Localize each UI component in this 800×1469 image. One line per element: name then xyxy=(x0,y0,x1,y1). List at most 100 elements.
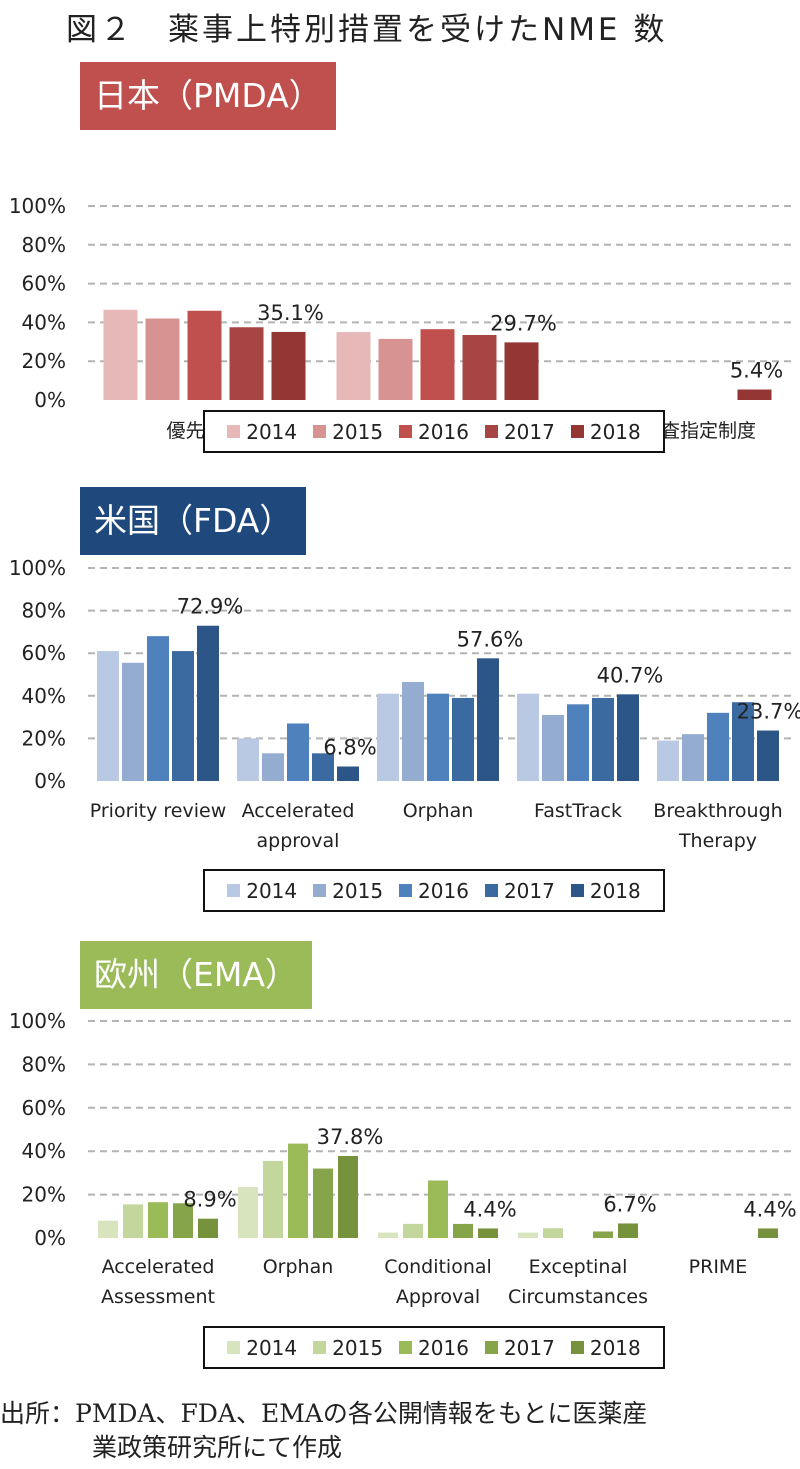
source-note: 出所：PMDA、FDA、EMAの各公開情報をもとに医薬産 業政策研究所にて作成 xyxy=(0,1397,800,1465)
y-tick-label: 80% xyxy=(22,1052,66,1076)
bar xyxy=(427,693,449,781)
data-label: 40.7% xyxy=(597,663,664,687)
panel-japan: 日本（PMDA） 0%20%40%60%80%100%35.1%優先審査29.7… xyxy=(0,62,800,462)
data-label: 6.7% xyxy=(603,1192,656,1216)
bar xyxy=(198,1218,218,1238)
y-tick-label: 60% xyxy=(22,272,66,296)
legend-item: 2014 xyxy=(227,420,297,444)
data-label: 29.7% xyxy=(490,311,557,335)
legend-label: 2018 xyxy=(589,419,641,444)
bar xyxy=(593,1231,613,1238)
legend-item: 2015 xyxy=(313,420,383,444)
legend-item: 2015 xyxy=(313,879,383,903)
legend-swatch xyxy=(399,425,413,438)
bar xyxy=(504,342,539,400)
panel-title-eu: 欧州（EMA） xyxy=(80,941,312,1009)
bar xyxy=(402,681,424,781)
legend-swatch xyxy=(227,884,241,897)
data-label: 8.9% xyxy=(183,1188,236,1212)
legend-item: 2017 xyxy=(484,878,555,903)
bar xyxy=(453,1223,473,1238)
bar xyxy=(263,1160,283,1238)
bar xyxy=(173,1203,193,1238)
chart-eu: 0% 20% 40% 60% 80% 100% 8.9% Accelerated Assessm… xyxy=(9,1009,797,1308)
x-category-label: Exceptinal xyxy=(529,1256,628,1278)
bar xyxy=(197,625,219,781)
y-tick-label: 40% xyxy=(22,684,66,708)
bar xyxy=(462,335,497,400)
legend-label: 2014 xyxy=(246,878,298,903)
legend-item: 2018 xyxy=(570,1335,641,1360)
bar xyxy=(732,702,754,781)
y-tick-label: 100% xyxy=(9,194,66,218)
bar xyxy=(122,662,144,781)
bar xyxy=(229,327,264,400)
legend-label: 2016 xyxy=(418,419,469,444)
legend-item: 2016 xyxy=(399,879,469,903)
y-tick-label: 20% xyxy=(22,349,66,373)
bar xyxy=(592,697,614,781)
x-category-label: Accelerated xyxy=(242,800,355,822)
y-tick-label: 100% xyxy=(9,556,66,580)
y-tick-label: 0% xyxy=(34,769,66,793)
legend-label: 2018 xyxy=(589,1335,641,1360)
y-tick-label: 20% xyxy=(22,726,66,750)
source-line-2: 業政策研究所にて作成 xyxy=(92,1433,343,1462)
legend-label: 2015 xyxy=(332,1335,384,1360)
bar xyxy=(378,338,413,400)
bar xyxy=(338,1155,358,1238)
source-line-1: 出所：PMDA、FDA、EMAの各公開情報をもとに医薬産 xyxy=(0,1399,648,1428)
legend-us: 2014 2015 2016 2017 2018 xyxy=(203,869,665,912)
y-tick-label: 100% xyxy=(9,1009,66,1033)
bar xyxy=(682,734,704,781)
legend-item: 2017 xyxy=(484,420,555,444)
chart-us: 0% 20% 40% 60% 80% 100% 72.9% Priority review 6.… xyxy=(9,556,800,852)
bar xyxy=(312,753,334,781)
bar xyxy=(420,329,455,400)
y-tick-label: 40% xyxy=(22,310,66,334)
legend-label: 2016 xyxy=(418,1335,469,1360)
x-category-label: Circumstances xyxy=(508,1286,648,1308)
bar xyxy=(97,651,119,781)
bar xyxy=(148,1202,168,1238)
legend-eu: 2014 2015 2016 2017 2018 xyxy=(203,1326,665,1369)
legend-label: 2016 xyxy=(418,878,469,903)
bar xyxy=(147,636,169,781)
x-category-label: Orphan xyxy=(403,800,474,822)
data-label: 72.9% xyxy=(177,595,244,619)
y-tick-label: 80% xyxy=(22,599,66,623)
bar xyxy=(103,309,138,400)
bar xyxy=(618,1223,638,1238)
legend-item: 2018 xyxy=(570,419,641,444)
bar xyxy=(737,389,772,400)
y-tick-label: 0% xyxy=(34,388,66,412)
legend-label: 2015 xyxy=(332,419,384,444)
x-category-label: Conditional xyxy=(384,1256,492,1278)
x-category-label: Priority review xyxy=(90,800,227,822)
legend-swatch xyxy=(484,1341,498,1354)
data-label: 37.8% xyxy=(317,1125,384,1149)
y-tick-label: 60% xyxy=(22,1096,66,1120)
legend-swatch xyxy=(227,1341,241,1354)
bar xyxy=(403,1223,423,1238)
bar xyxy=(657,740,679,781)
legend-swatch xyxy=(399,1341,413,1354)
x-category-label: Breakthrough xyxy=(653,800,782,822)
legend-swatch xyxy=(227,425,241,438)
legend-swatch xyxy=(570,884,584,897)
legend-label: 2017 xyxy=(503,878,555,903)
legend-label: 2015 xyxy=(332,878,384,903)
x-category-label: PRIME xyxy=(689,1256,748,1278)
legend-label: 2017 xyxy=(503,1335,555,1360)
legend-swatch xyxy=(570,1341,584,1354)
legend-item: 2017 xyxy=(484,1335,555,1360)
bar xyxy=(313,1168,333,1238)
bar xyxy=(518,1232,538,1238)
bar xyxy=(288,1143,308,1238)
legend-swatch xyxy=(313,425,327,438)
data-label: 4.4% xyxy=(463,1197,516,1221)
bar xyxy=(337,766,359,781)
bar xyxy=(378,1232,398,1238)
y-tick-label: 20% xyxy=(22,1183,66,1207)
bar xyxy=(757,730,779,781)
